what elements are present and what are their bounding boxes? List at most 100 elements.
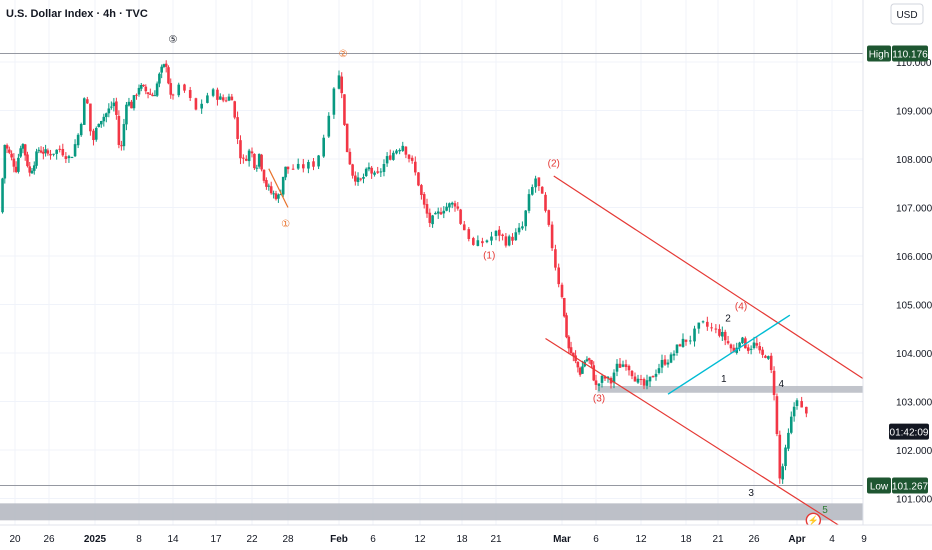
wave-labels: ⑤ ② ① (2) (1) (3) (4) 2 1 4 3 5⚡	[169, 35, 828, 529]
candle-body	[265, 180, 268, 187]
support-zones	[0, 52, 863, 521]
candle	[107, 103, 111, 118]
candle	[648, 376, 652, 387]
candle	[772, 366, 776, 401]
time-tick-label: 4	[829, 534, 835, 545]
candle	[490, 231, 493, 246]
candle-body	[401, 145, 405, 151]
time-tick-label: 2025	[84, 534, 107, 545]
candle-body	[97, 123, 101, 128]
time-tick-label: Apr	[788, 534, 805, 545]
candle-body	[373, 172, 376, 175]
candle-body	[501, 234, 504, 237]
candle	[537, 177, 541, 191]
candle-body	[669, 354, 673, 363]
candle-body	[122, 124, 126, 147]
level-tag-name-box	[867, 477, 891, 494]
candle-body	[35, 151, 38, 166]
candle	[795, 398, 799, 410]
alert-icon-glyph: ⚡	[808, 514, 819, 526]
candle	[767, 355, 770, 361]
candle	[1, 177, 4, 214]
candle	[253, 153, 256, 170]
candle-body	[581, 366, 584, 374]
level-tag-value: 110.176	[892, 49, 928, 60]
candle	[621, 360, 625, 368]
candle	[738, 341, 741, 352]
candle	[557, 263, 560, 288]
candle	[404, 146, 408, 159]
candle	[92, 128, 95, 146]
candle	[627, 364, 631, 376]
candle-body	[112, 102, 116, 107]
candle	[624, 359, 628, 371]
candle-body	[467, 229, 471, 239]
candle	[42, 146, 45, 160]
candle	[769, 352, 773, 374]
candle	[388, 149, 392, 161]
candle-body	[417, 172, 420, 186]
candle	[194, 97, 198, 111]
wave-label: 3	[748, 488, 754, 499]
candle	[688, 335, 692, 345]
candle-body	[562, 297, 566, 317]
candle-body	[32, 165, 36, 171]
candle	[277, 193, 280, 203]
candlestick-series	[1, 60, 808, 484]
candle-body	[89, 103, 92, 132]
candle	[73, 139, 77, 158]
candle	[550, 221, 554, 251]
candle-body	[547, 210, 551, 225]
candle-body	[404, 146, 408, 155]
candle	[67, 154, 71, 163]
candle-body	[459, 209, 462, 224]
candle	[581, 360, 584, 374]
candle-body	[253, 153, 256, 169]
candle	[462, 220, 466, 231]
time-tick-label: Feb	[330, 534, 348, 545]
time-tick-label: 28	[282, 534, 294, 545]
candle-body	[272, 193, 275, 195]
candle-body	[73, 144, 77, 157]
time-axis[interactable]	[0, 525, 932, 550]
candle-body	[587, 358, 591, 361]
candle-body	[322, 137, 325, 157]
candle-body	[701, 321, 705, 323]
candle	[354, 171, 357, 186]
candle-body	[654, 373, 658, 377]
candle	[26, 151, 29, 168]
candle	[130, 99, 133, 109]
chart-title: U.S. Dollar Index · 4h · TVC	[6, 8, 148, 20]
candle	[348, 148, 352, 165]
candle	[151, 92, 154, 97]
candle	[684, 339, 688, 346]
candle-body	[61, 148, 65, 156]
candle-body	[769, 355, 773, 371]
candle	[540, 186, 544, 194]
candle-body	[200, 103, 203, 109]
candle	[135, 93, 138, 100]
candle	[597, 383, 601, 392]
candle	[701, 320, 705, 324]
candle-body	[445, 206, 448, 211]
candle	[666, 359, 670, 368]
candle-body	[120, 145, 123, 147]
candle-body	[481, 241, 484, 244]
candle	[721, 326, 724, 341]
candle-body	[23, 144, 27, 156]
candle	[250, 147, 254, 158]
candle-body	[450, 202, 454, 205]
candle-body	[741, 337, 744, 344]
currency-button[interactable]: USD	[890, 3, 924, 25]
candle-body	[749, 348, 753, 350]
candle	[362, 173, 365, 184]
candle	[46, 148, 50, 156]
candle	[761, 346, 764, 358]
candle-body	[274, 193, 278, 200]
candle	[343, 94, 346, 126]
candle-body	[388, 155, 392, 160]
candle	[448, 202, 451, 213]
candle-body	[281, 176, 285, 195]
candle-body	[425, 204, 429, 214]
